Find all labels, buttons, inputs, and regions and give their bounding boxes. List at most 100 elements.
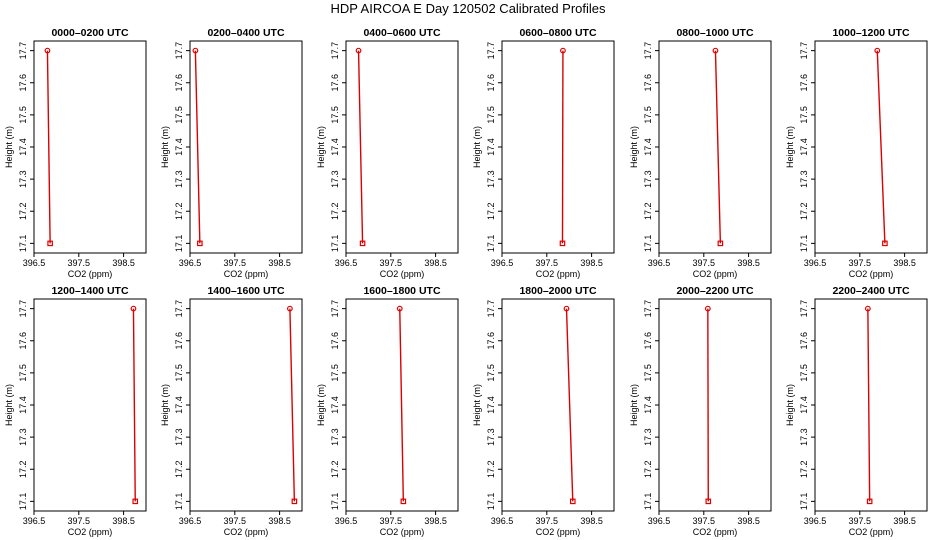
plot-frame [814,40,928,254]
y-tick-label: 17.3 [18,170,28,188]
y-tick-label: 17.6 [18,332,28,350]
x-tick-label: 397.5 [68,258,91,268]
y-tick-label: 17.1 [18,235,28,253]
y-axis-label: Height (m) [785,126,795,168]
y-tick-label: 17.2 [643,202,653,220]
y-tick-label: 17.5 [174,106,184,124]
y-tick-label: 17.3 [799,170,809,188]
x-tick-label: 396.5 [804,516,827,526]
y-tick-label: 17.5 [486,106,496,124]
x-tick-label: 398.5 [112,258,135,268]
profile-line [357,50,364,244]
x-tick-label: 397.5 [380,258,403,268]
y-tick-label: 17.2 [18,202,28,220]
y-tick-label: 17.6 [486,74,496,92]
data-point-square [882,240,888,247]
x-tick-label: 398.5 [112,516,135,526]
x-axis-label: CO2 (ppm) [536,269,581,279]
data-point-circle [560,47,566,54]
x-tick-label: 397.5 [380,516,403,526]
plot-frame [658,298,772,512]
x-tick-label: 396.5 [648,258,671,268]
profile-line [399,308,405,502]
x-tick-label: 398.5 [737,258,760,268]
y-tick-label: 17.3 [486,428,496,446]
y-tick-label: 17.4 [799,138,809,156]
y-axis-label: Height (m) [4,126,14,168]
panel-title: 0000–0200 UTC [51,27,128,39]
y-tick-label: 17.1 [486,493,496,511]
y-tick-label: 17.7 [174,300,184,318]
panel-title: 1800–2000 UTC [519,285,596,297]
x-tick-label: 398.5 [893,258,916,268]
data-point-square [705,498,712,505]
profile-line [132,308,136,502]
panel-title: 1600–1800 UTC [363,285,440,297]
x-tick-label: 396.5 [491,258,514,268]
panel-title: 1200–1400 UTC [51,285,128,297]
y-tick-label: 17.7 [799,42,809,60]
x-tick-label: 398.5 [737,516,760,526]
x-axis-label: CO2 (ppm) [693,527,738,537]
plot-frame [814,298,928,512]
y-tick-label: 17.5 [330,364,340,382]
y-tick-label: 17.1 [330,235,340,253]
x-tick-label: 396.5 [23,258,46,268]
x-tick-label: 397.5 [536,516,559,526]
panel-title: 0400–0600 UTC [363,27,440,39]
x-tick-label: 397.5 [536,258,559,268]
x-axis-label: CO2 (ppm) [224,269,269,279]
y-tick-label: 17.3 [18,428,28,446]
data-point-circle [864,305,871,312]
profile-line [714,50,722,244]
y-tick-label: 17.4 [174,396,184,414]
profile-line [565,308,574,502]
panel-title: 1000–1200 UTC [832,27,909,39]
x-axis-label: CO2 (ppm) [849,527,894,537]
y-tick-label: 17.6 [174,74,184,92]
y-tick-label: 17.2 [799,202,809,220]
data-point-square [197,240,203,247]
y-tick-label: 17.7 [643,300,653,318]
y-tick-label: 17.4 [18,396,28,414]
profile-line [194,50,201,244]
y-tick-label: 17.7 [330,300,340,318]
y-axis-label: Height (m) [629,384,639,426]
y-tick-label: 17.4 [486,396,496,414]
data-point-circle [874,47,881,54]
y-tick-label: 17.3 [643,428,653,446]
data-point-square [47,240,53,247]
data-point-circle [192,47,199,54]
data-point-square [559,240,566,247]
y-axis-label: Height (m) [472,384,482,426]
y-tick-label: 17.5 [643,364,653,382]
x-tick-label: 398.5 [893,516,916,526]
y-tick-label: 17.3 [174,170,184,188]
profile-line [289,308,296,502]
x-tick-label: 396.5 [23,516,46,526]
y-tick-label: 17.4 [799,396,809,414]
y-axis-label: Height (m) [629,126,639,168]
data-point-square [291,498,298,505]
plot-frame [501,298,615,512]
y-tick-label: 17.4 [174,138,184,156]
y-tick-label: 17.6 [643,332,653,350]
panel-title: 1400–1600 UTC [207,285,284,297]
y-tick-label: 17.7 [174,42,184,60]
y-tick-label: 17.4 [486,138,496,156]
y-tick-label: 17.1 [18,493,28,511]
y-tick-label: 17.6 [799,332,809,350]
y-tick-label: 17.2 [799,460,809,478]
y-tick-label: 17.7 [799,300,809,318]
plot-frame [189,40,303,254]
y-tick-label: 17.7 [18,42,28,60]
x-tick-label: 396.5 [335,258,358,268]
panel-title: 2200–2400 UTC [832,285,909,297]
